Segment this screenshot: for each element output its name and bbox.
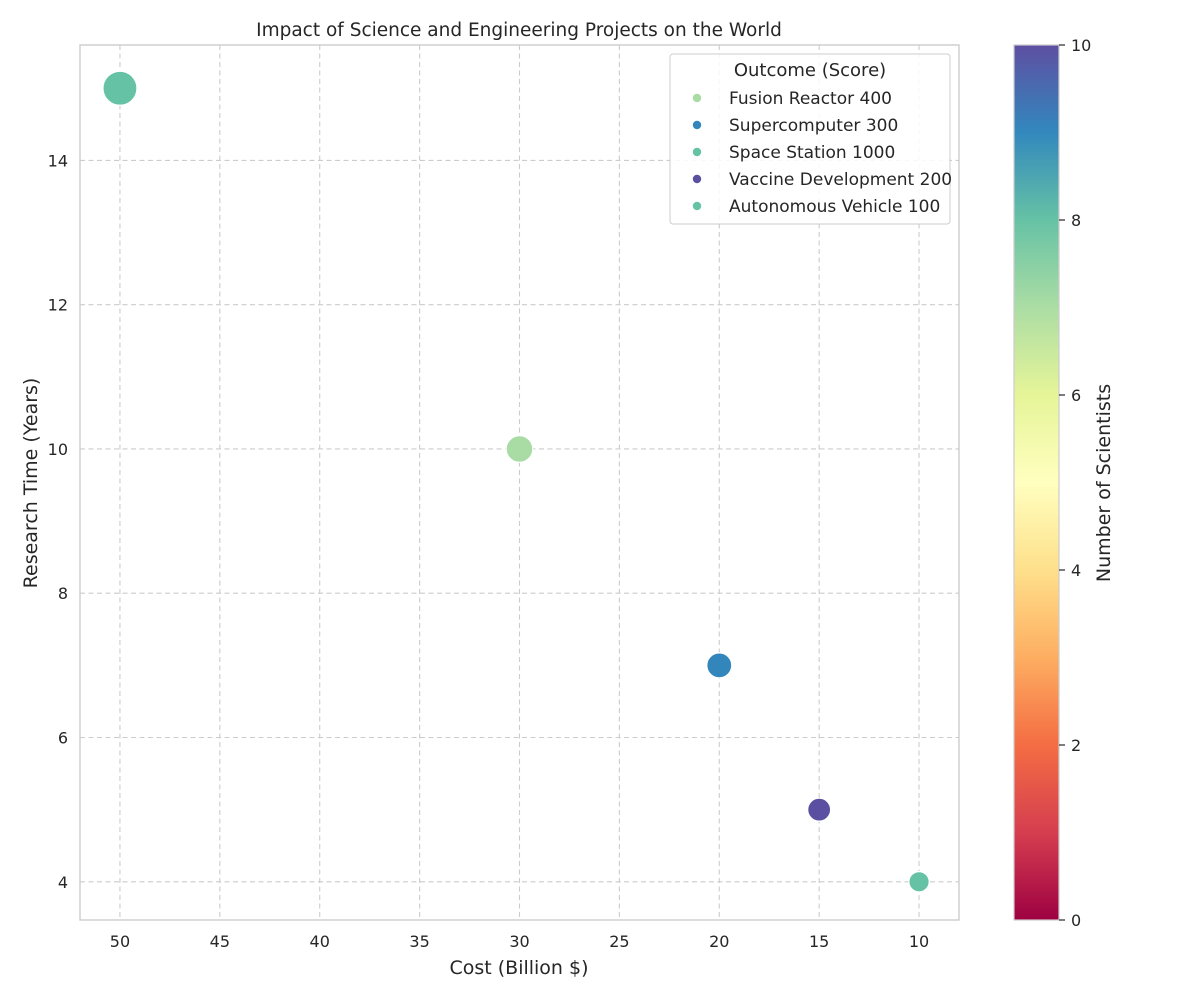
legend-entry-label: Space Station 1000 — [729, 143, 895, 163]
data-points — [102, 70, 930, 893]
x-tick-label: 30 — [509, 932, 529, 951]
y-axis-label: Research Time (Years) — [20, 378, 42, 589]
legend-entry-label: Autonomous Vehicle 100 — [729, 197, 940, 217]
scatter-point-autonomous-vehicle — [908, 871, 930, 893]
y-tick-label: 14 — [48, 151, 68, 170]
chart-title: Impact of Science and Engineering Projec… — [256, 20, 782, 41]
colorbar: 0 2 4 6 8 10 Number of Scientists — [1013, 36, 1115, 930]
colorbar-tick-label: 0 — [1071, 911, 1081, 930]
scatter-point-fusion-reactor — [505, 435, 534, 463]
legend-title: Outcome (Score) — [734, 60, 886, 81]
legend-entries: Fusion Reactor 400 Supercomputer 300 Space… — [692, 89, 952, 217]
legend-marker — [692, 93, 702, 103]
colorbar-tick-label: 10 — [1071, 36, 1091, 55]
x-tick-label: 50 — [110, 932, 130, 951]
colorbar-tick-label: 2 — [1071, 736, 1081, 755]
x-tick-label: 25 — [609, 932, 629, 951]
x-tick-label: 45 — [210, 932, 230, 951]
colorbar-tick-label: 8 — [1071, 211, 1081, 230]
x-tick-label: 15 — [809, 932, 829, 951]
x-axis-label: Cost (Billion $) — [449, 957, 588, 979]
colorbar-gradient — [1013, 44, 1060, 921]
y-tick-label: 8 — [58, 584, 68, 603]
y-tick-label: 12 — [48, 296, 68, 315]
y-tick-label: 6 — [58, 728, 68, 747]
scatter-point-supercomputer — [706, 652, 733, 679]
legend-box — [669, 53, 951, 225]
scatter-point-vaccine-development — [807, 797, 832, 822]
plot-frame — [79, 44, 960, 921]
x-axis-ticks: 50 45 40 35 30 25 20 15 10 — [110, 932, 929, 951]
legend-marker — [692, 120, 702, 130]
x-tick-label: 20 — [709, 932, 729, 951]
legend: Outcome (Score) Fusion Reactor 400 Superc… — [669, 53, 952, 225]
legend-marker — [692, 174, 702, 184]
colorbar-tick-label: 6 — [1071, 386, 1081, 405]
x-tick-label: 35 — [409, 932, 429, 951]
legend-marker — [692, 147, 702, 157]
legend-entry-label: Vaccine Development 200 — [729, 170, 952, 190]
colorbar-tick-label: 4 — [1071, 561, 1081, 580]
y-tick-label: 10 — [48, 440, 68, 459]
colorbar-ticks: 0 2 4 6 8 10 — [1059, 36, 1091, 930]
legend-marker — [692, 201, 702, 211]
x-tick-label: 40 — [310, 932, 330, 951]
scatter-point-space-station — [102, 70, 138, 106]
y-axis-ticks: 4 6 8 10 12 14 — [48, 151, 68, 891]
colorbar-label: Number of Scientists — [1093, 384, 1115, 582]
legend-entry-label: Supercomputer 300 — [729, 116, 898, 136]
legend-entry-label: Fusion Reactor 400 — [729, 89, 892, 109]
y-tick-label: 4 — [58, 873, 68, 892]
x-tick-label: 10 — [909, 932, 929, 951]
